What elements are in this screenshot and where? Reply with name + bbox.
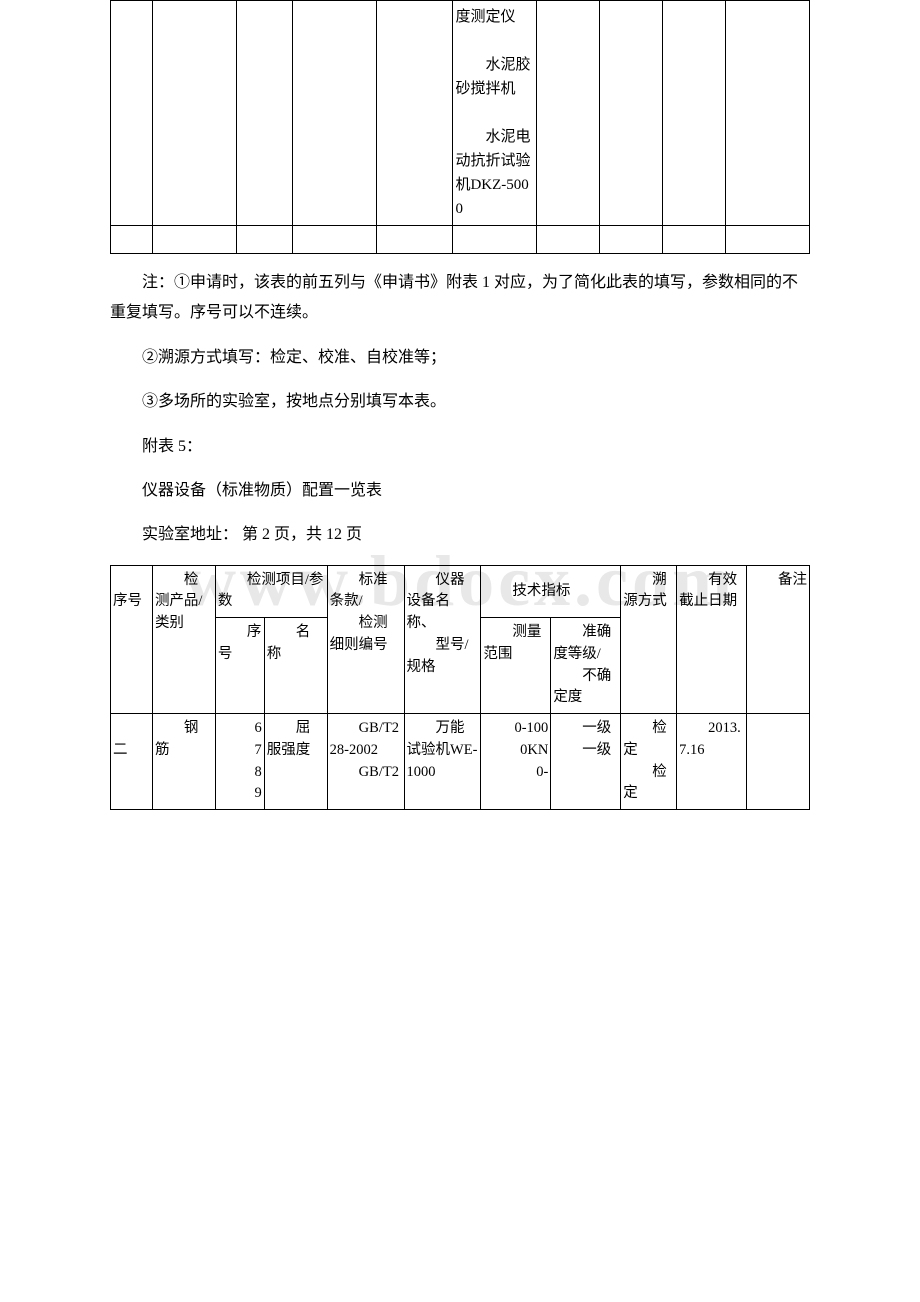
cell-empty (726, 226, 810, 254)
col-param-no: 序号 (215, 618, 264, 714)
cell-std: GB/T228-2002 GB/T2 (327, 714, 404, 810)
note-3: ③多场所的实验室，按地点分别填写本表。 (110, 387, 810, 417)
col-trace: 溯源方式 (621, 565, 677, 714)
cell-range: 0-1000KN 0- (481, 714, 551, 810)
col-seq: 序号 (111, 565, 153, 714)
cell-empty (663, 226, 726, 254)
cell-empty (663, 1, 726, 226)
table-row: 二 钢筋 6 7 8 9 屈服强度 GB/T228-2002 GB/T2 万能试… (111, 714, 810, 810)
cell-remark (747, 714, 810, 810)
col-equip: 仪器设备名称、 型号/规格 (404, 565, 481, 714)
cell-empty (600, 1, 663, 226)
cell-empty (726, 1, 810, 226)
top-continuation-table: 度测定仪 水泥胶砂搅拌机 水泥电动抗折试验机DKZ-5000 (110, 0, 810, 254)
col-accuracy: 准确度等级/ 不确定度 (551, 618, 621, 714)
note-1: 注：①申请时，该表的前五列与《申请书》附表 1 对应，为了简化此表的填写，参数相… (110, 268, 810, 329)
cell-accuracy: 一级 一级 (551, 714, 621, 810)
cell-product: 钢筋 (152, 714, 215, 810)
cell-valid: 2013.7.16 (677, 714, 747, 810)
cell-equip: 万能试验机WE-1000 (404, 714, 481, 810)
cell-seq: 二 (111, 714, 153, 810)
cell-empty (376, 226, 453, 254)
cell-trace: 检定 检定 (621, 714, 677, 810)
col-std: 标准条款/ 检测细则编号 (327, 565, 404, 714)
table-title: 仪器设备（标准物质）配置一览表 (110, 476, 810, 506)
cell-param-name: 屈服强度 (264, 714, 327, 810)
cell-empty (292, 1, 376, 226)
col-remark: 备注 (747, 565, 810, 714)
col-product: 检测产品/类别 (152, 565, 215, 714)
table-row: 度测定仪 水泥胶砂搅拌机 水泥电动抗折试验机DKZ-5000 (111, 1, 810, 226)
cell-empty (111, 1, 153, 226)
cell-empty (537, 226, 600, 254)
appendix-label: 附表 5： (110, 432, 810, 462)
cell-empty (152, 226, 236, 254)
note-2: ②溯源方式填写：检定、校准、自校准等； (110, 343, 810, 373)
equipment-config-table: 序号 检测产品/类别 检测项目/参数 标准条款/ 检测细则编号 仪器设备名称、 … (110, 565, 810, 811)
cell-empty (152, 1, 236, 226)
col-param-group: 检测项目/参数 (215, 565, 327, 618)
cell-empty (453, 226, 537, 254)
col-tech-group: 技术指标 (481, 565, 621, 618)
cell-empty (236, 226, 292, 254)
cell-empty (600, 226, 663, 254)
table-row (111, 226, 810, 254)
cell-empty (236, 1, 292, 226)
cell-empty (111, 226, 153, 254)
cell-empty (376, 1, 453, 226)
cell-empty (537, 1, 600, 226)
cell-empty (292, 226, 376, 254)
col-valid: 有效截止日期 (677, 565, 747, 714)
col-range: 测量范围 (481, 618, 551, 714)
table-header-row: 序号 检测产品/类别 检测项目/参数 标准条款/ 检测细则编号 仪器设备名称、 … (111, 565, 810, 618)
col-param-name: 名称 (264, 618, 327, 714)
cell-param-no: 6 7 8 9 (215, 714, 264, 810)
cell-equipment: 度测定仪 水泥胶砂搅拌机 水泥电动抗折试验机DKZ-5000 (453, 1, 537, 226)
page-info: 实验室地址： 第 2 页，共 12 页 (110, 520, 810, 550)
